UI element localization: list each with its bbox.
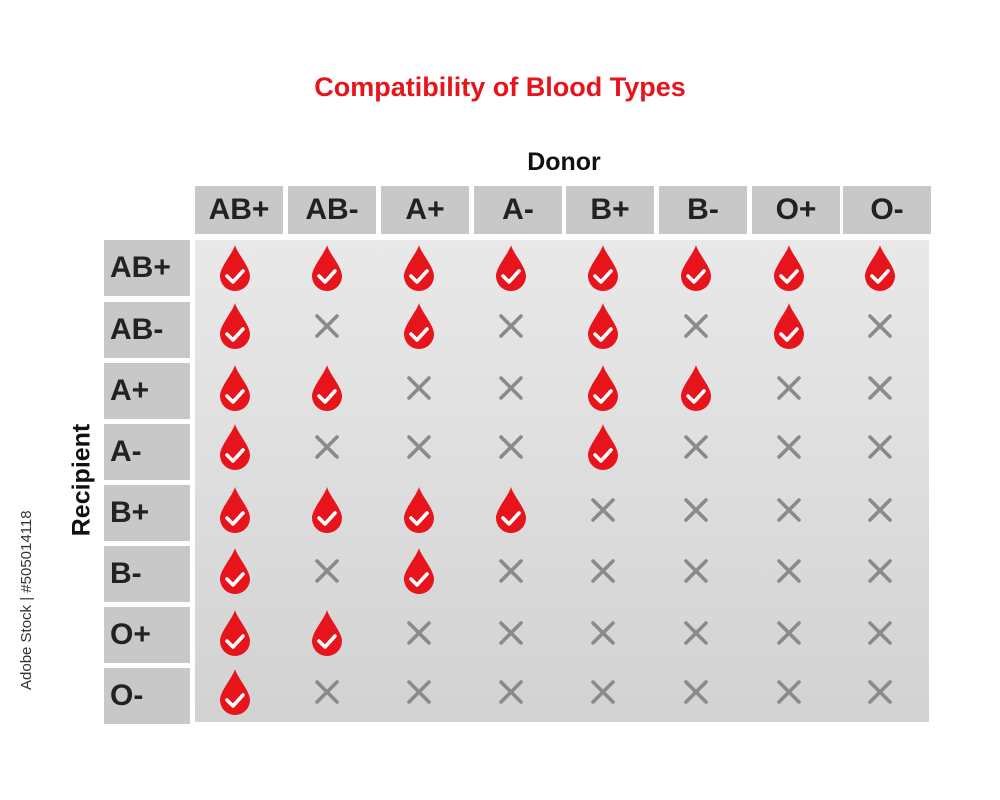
cross-icon — [769, 666, 809, 718]
cross-icon — [491, 666, 531, 718]
blood-drop-check-icon — [583, 242, 623, 294]
donor-header-1: AB- — [288, 186, 376, 234]
recipient-header-7: O- — [104, 668, 190, 724]
chart-title: Compatibility of Blood Types — [314, 72, 686, 102]
cross-icon — [307, 300, 347, 352]
cross-icon — [860, 545, 900, 597]
cross-icon — [583, 484, 623, 536]
cross-icon — [583, 607, 623, 659]
recipient-header-2: A+ — [104, 363, 190, 419]
donor-header-5: B- — [659, 186, 747, 234]
blood-drop-check-icon — [860, 242, 900, 294]
cross-icon — [769, 484, 809, 536]
cross-icon — [399, 666, 439, 718]
cross-icon — [769, 362, 809, 414]
cross-icon — [860, 607, 900, 659]
cross-icon — [491, 607, 531, 659]
cross-icon — [676, 300, 716, 352]
recipient-header-5: B- — [104, 546, 190, 602]
cross-icon — [860, 484, 900, 536]
blood-drop-check-icon — [399, 300, 439, 352]
blood-drop-check-icon — [491, 242, 531, 294]
cross-icon — [307, 666, 347, 718]
recipient-header-4: B+ — [104, 485, 190, 541]
recipient-header-1: AB- — [104, 302, 190, 358]
cross-icon — [399, 362, 439, 414]
cross-icon — [583, 545, 623, 597]
cross-icon — [769, 421, 809, 473]
blood-drop-check-icon — [399, 242, 439, 294]
blood-drop-check-icon — [583, 421, 623, 473]
blood-drop-check-icon — [215, 484, 255, 536]
blood-drop-check-icon — [307, 242, 347, 294]
blood-drop-check-icon — [215, 362, 255, 414]
blood-drop-check-icon — [215, 242, 255, 294]
recipient-header-6: O+ — [104, 607, 190, 663]
cross-icon — [676, 484, 716, 536]
cross-icon — [491, 300, 531, 352]
donor-header-0: AB+ — [195, 186, 283, 234]
blood-drop-check-icon — [399, 545, 439, 597]
blood-drop-check-icon — [215, 666, 255, 718]
cross-icon — [307, 545, 347, 597]
cross-icon — [399, 421, 439, 473]
blood-drop-check-icon — [769, 242, 809, 294]
cross-icon — [676, 666, 716, 718]
recipient-axis-label: Recipient — [67, 423, 96, 537]
donor-header-2: A+ — [381, 186, 469, 234]
recipient-header-3: A- — [104, 424, 190, 480]
blood-drop-check-icon — [215, 545, 255, 597]
cross-icon — [860, 666, 900, 718]
cross-icon — [676, 421, 716, 473]
blood-drop-check-icon — [676, 362, 716, 414]
donor-header-3: A- — [474, 186, 562, 234]
donor-header-6: O+ — [752, 186, 840, 234]
cross-icon — [491, 362, 531, 414]
blood-drop-check-icon — [307, 362, 347, 414]
cross-icon — [307, 421, 347, 473]
blood-drop-check-icon — [491, 484, 531, 536]
blood-drop-check-icon — [215, 300, 255, 352]
cross-icon — [583, 666, 623, 718]
blood-drop-check-icon — [583, 362, 623, 414]
donor-axis-label: Donor — [527, 148, 601, 176]
cross-icon — [769, 607, 809, 659]
cross-icon — [860, 300, 900, 352]
donor-header-4: B+ — [566, 186, 654, 234]
cross-icon — [399, 607, 439, 659]
blood-drop-check-icon — [676, 242, 716, 294]
blood-drop-check-icon — [307, 484, 347, 536]
blood-drop-check-icon — [769, 300, 809, 352]
cross-icon — [676, 545, 716, 597]
donor-header-7: O- — [843, 186, 931, 234]
stock-watermark: Adobe Stock | #505014118 — [18, 510, 35, 690]
blood-drop-check-icon — [215, 607, 255, 659]
blood-drop-check-icon — [399, 484, 439, 536]
blood-drop-check-icon — [307, 607, 347, 659]
blood-drop-check-icon — [215, 421, 255, 473]
blood-drop-check-icon — [583, 300, 623, 352]
cross-icon — [491, 545, 531, 597]
cross-icon — [769, 545, 809, 597]
compatibility-grid — [195, 240, 929, 722]
cross-icon — [860, 421, 900, 473]
cross-icon — [676, 607, 716, 659]
cross-icon — [860, 362, 900, 414]
recipient-header-0: AB+ — [104, 240, 190, 296]
cross-icon — [491, 421, 531, 473]
